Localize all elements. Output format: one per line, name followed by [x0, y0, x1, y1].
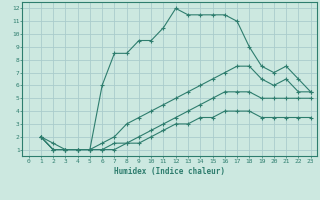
X-axis label: Humidex (Indice chaleur): Humidex (Indice chaleur) [114, 167, 225, 176]
